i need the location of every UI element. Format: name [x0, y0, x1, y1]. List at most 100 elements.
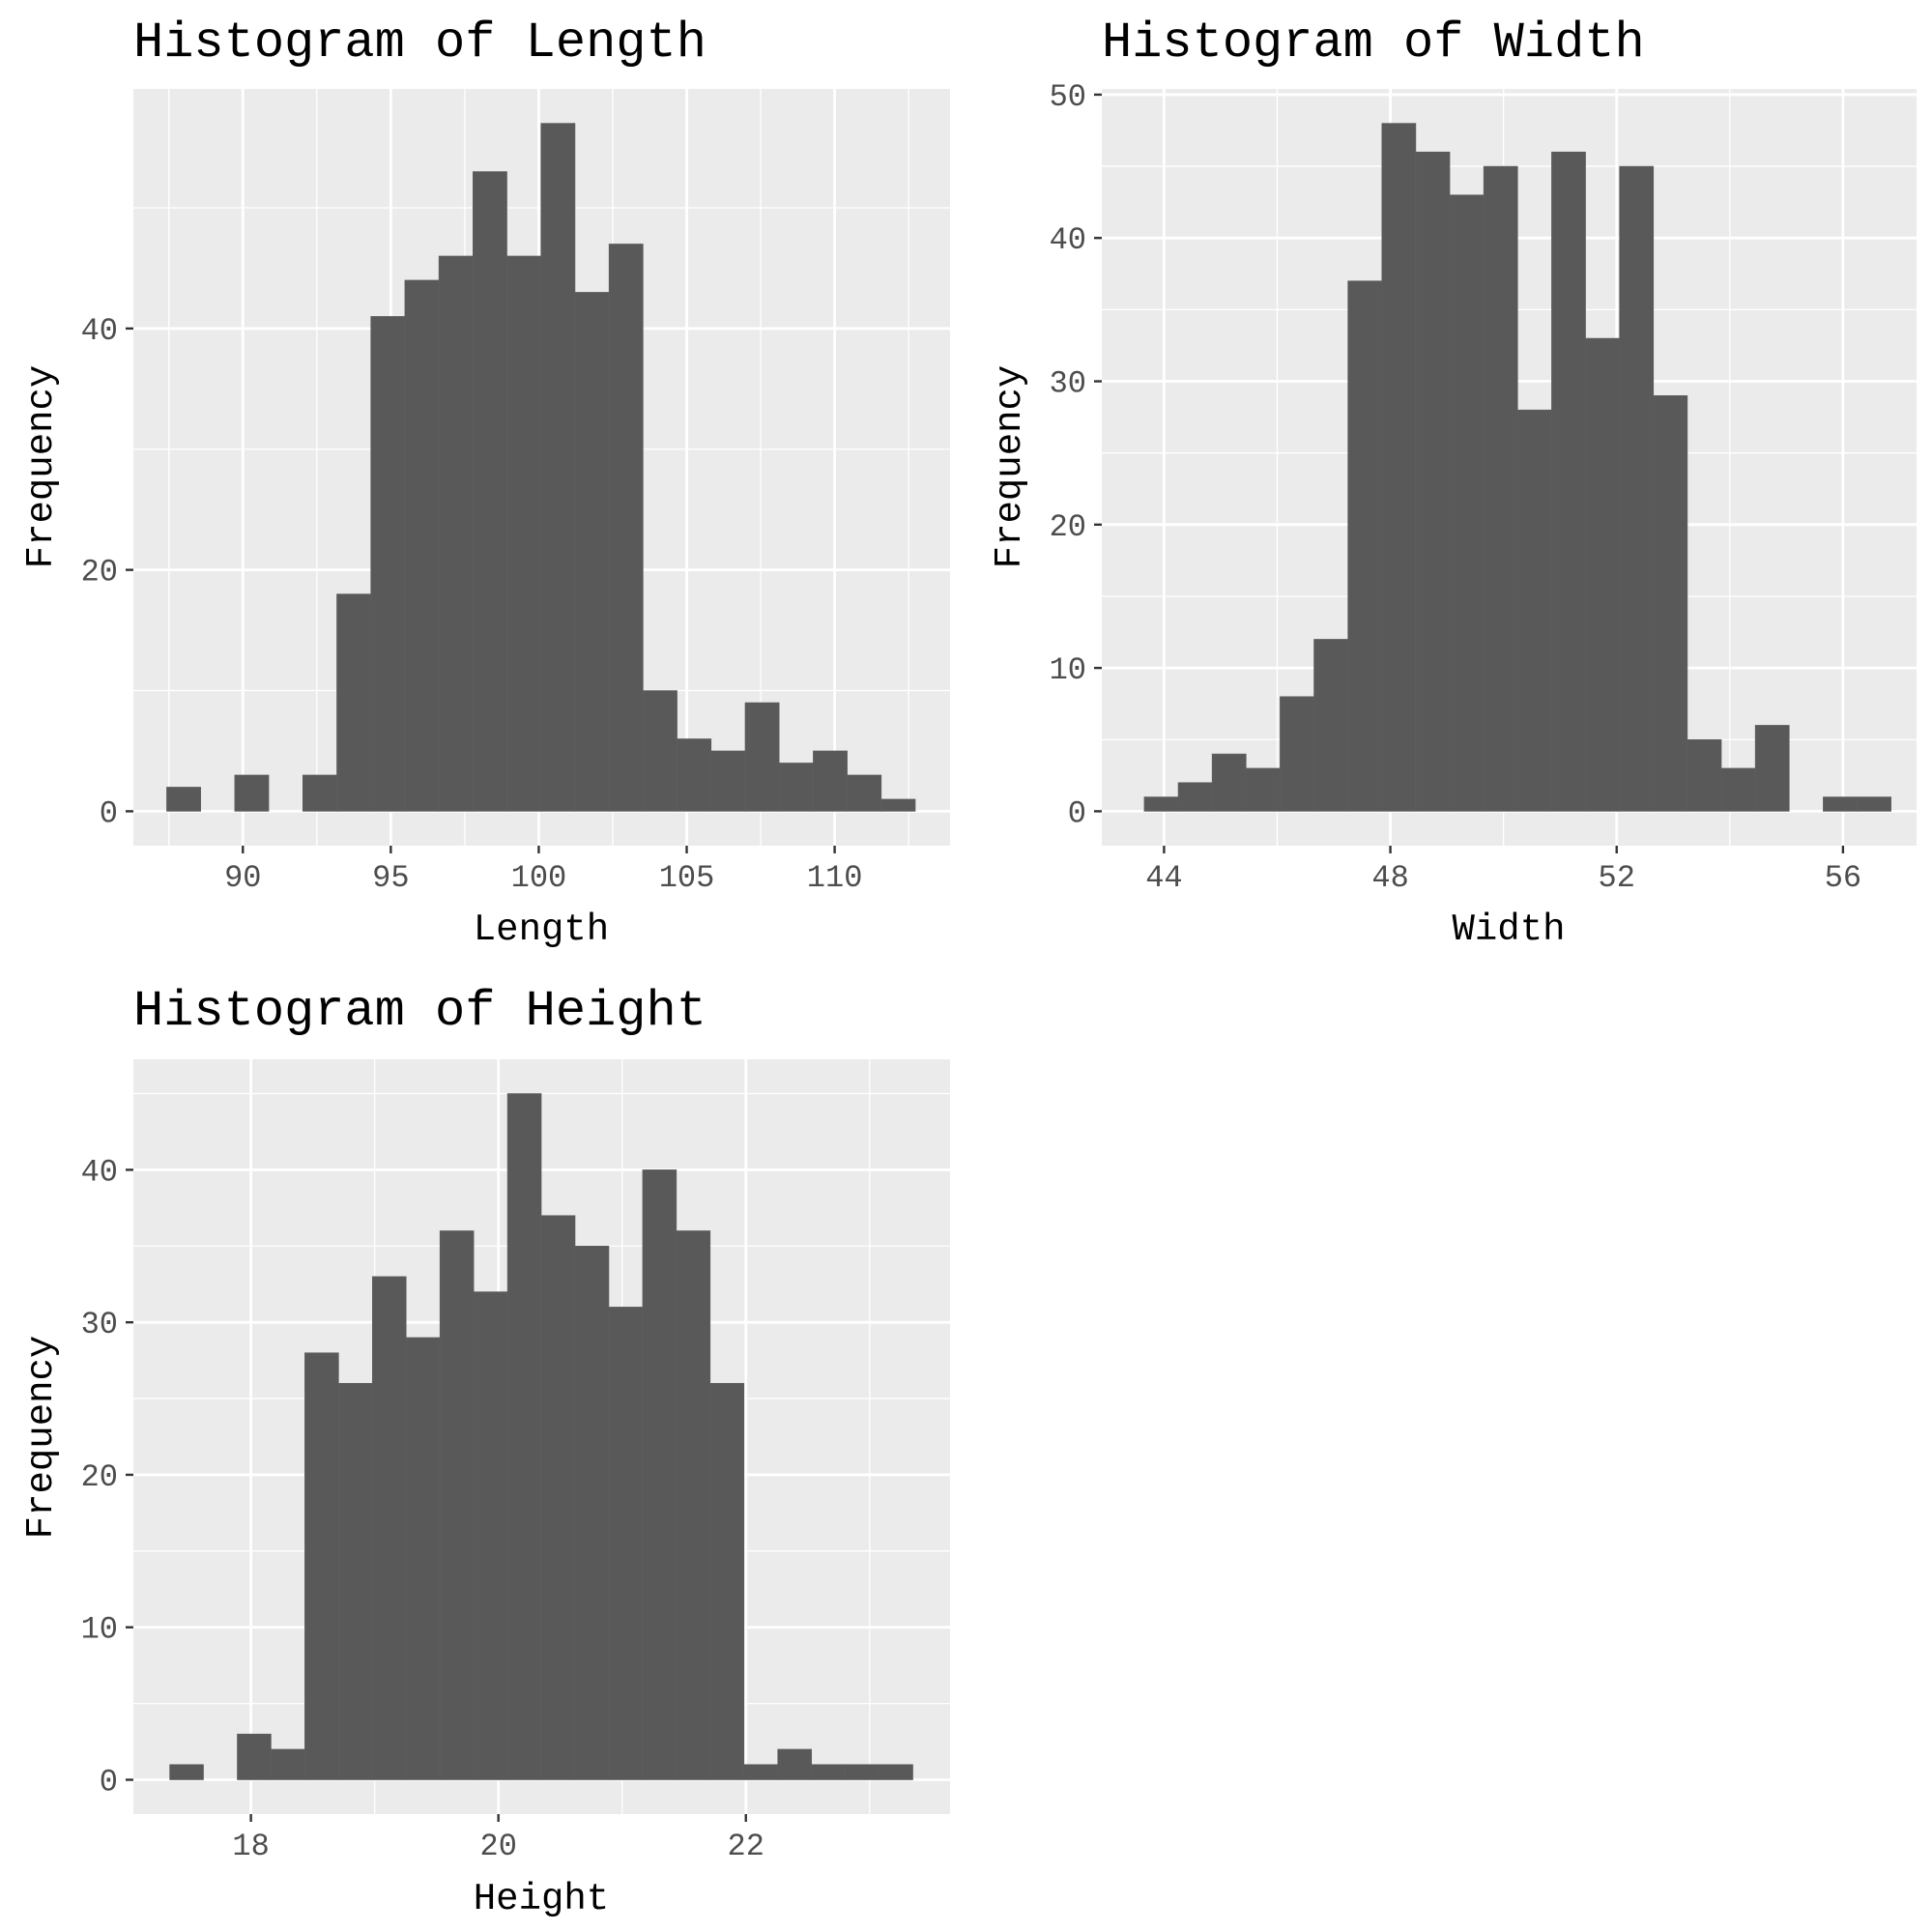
- y-tick-label: 40: [1050, 222, 1086, 258]
- y-tick-label: 30: [1050, 366, 1086, 402]
- chart-title: Histogram of Height: [133, 983, 706, 1040]
- x-tick-label: 18: [232, 1829, 269, 1864]
- x-axis-ticks: 18 20 22: [232, 1814, 764, 1864]
- histogram-bar: [1516, 409, 1552, 812]
- histogram-bar: [880, 798, 916, 812]
- histogram-bar: [1313, 639, 1348, 812]
- histogram-bar: [1381, 123, 1417, 812]
- x-tick-label: 100: [511, 860, 567, 896]
- histogram-bar: [338, 1382, 373, 1780]
- chart-title: Histogram of Length: [133, 14, 706, 72]
- histogram-bar: [643, 690, 678, 812]
- x-axis-ticks: 44 48 52 56: [1145, 846, 1861, 896]
- histogram-bar: [608, 244, 644, 812]
- histogram-bar: [847, 774, 882, 812]
- histogram-bar: [506, 1093, 542, 1780]
- histogram-bar: [336, 593, 371, 812]
- histogram-bar: [777, 1748, 812, 1780]
- histogram-bar: [1857, 796, 1891, 812]
- histogram-bar: [1823, 796, 1858, 812]
- y-tick-label: 30: [81, 1307, 118, 1342]
- histogram-bar: [473, 171, 507, 812]
- x-tick-label: 48: [1371, 860, 1408, 896]
- histogram-bar: [405, 1337, 441, 1780]
- histogram-bar: [1720, 767, 1756, 812]
- histogram-bar: [1483, 165, 1518, 812]
- histogram-bar: [709, 1382, 745, 1780]
- histogram-bar: [1143, 796, 1179, 812]
- histogram-bar: [1177, 782, 1213, 812]
- histogram-bar: [1211, 753, 1247, 812]
- histogram-bar: [744, 702, 780, 812]
- y-axis-title: Frequency: [20, 365, 63, 569]
- x-axis-ticks: 90 95 100 105 110: [224, 846, 862, 896]
- histogram-bar: [778, 763, 814, 812]
- y-tick-label: 40: [81, 1154, 118, 1190]
- histogram-bar: [473, 1291, 508, 1780]
- histogram-bar: [813, 750, 848, 812]
- histogram-bar: [574, 1245, 610, 1780]
- y-tick-label: 0: [100, 1765, 118, 1801]
- histogram-bar: [845, 1764, 879, 1780]
- histogram-height: Histogram of Height 0 10 20 30 40 18 20 22 Hei…: [20, 983, 950, 1920]
- y-tick-label: 10: [81, 1612, 118, 1648]
- y-tick-label: 0: [1068, 795, 1086, 831]
- y-axis-title: Frequency: [20, 1336, 63, 1540]
- y-tick-label: 0: [100, 795, 118, 831]
- histogram-bar: [304, 1352, 339, 1780]
- x-tick-label: 110: [807, 860, 863, 896]
- histogram-bar: [1347, 280, 1383, 812]
- x-tick-label: 56: [1825, 860, 1861, 896]
- histogram-bar: [879, 1764, 913, 1780]
- x-tick-label: 22: [728, 1829, 764, 1864]
- y-axis-ticks: 0 10 20 30 40: [81, 1154, 133, 1801]
- histogram-bar: [642, 1169, 678, 1780]
- histogram-bar: [677, 738, 712, 812]
- histogram-bar: [710, 750, 746, 812]
- histogram-bar: [1653, 395, 1688, 812]
- y-tick-label: 40: [81, 313, 118, 349]
- histogram-bar: [1551, 151, 1586, 812]
- histogram-bar: [439, 1230, 475, 1780]
- y-axis-title: Frequency: [989, 365, 1031, 569]
- histogram-bar: [1585, 337, 1620, 812]
- histogram-bar: [1619, 165, 1655, 812]
- histogram-bar: [370, 316, 406, 812]
- histogram-bar: [574, 292, 610, 812]
- histogram-bar: [371, 1276, 407, 1780]
- histogram-bar: [743, 1764, 779, 1780]
- histogram-bar: [540, 1215, 576, 1780]
- histogram-bar: [169, 1764, 204, 1780]
- histogram-bar: [506, 255, 542, 812]
- histogram-bar: [1245, 767, 1281, 812]
- histogram-bar: [1449, 194, 1485, 812]
- y-tick-label: 20: [81, 555, 118, 591]
- x-tick-label: 95: [372, 860, 409, 896]
- histogram-bar: [676, 1230, 711, 1780]
- x-tick-label: 52: [1599, 860, 1635, 896]
- y-axis-ticks: 0 10 20 30 40 50: [1050, 79, 1102, 831]
- y-tick-label: 10: [1050, 652, 1086, 688]
- x-tick-label: 20: [479, 1829, 516, 1864]
- histogram-bar: [234, 774, 270, 812]
- histogram-bar: [811, 1764, 846, 1780]
- histogram-bar: [1415, 151, 1451, 812]
- histogram-bar: [438, 255, 474, 812]
- y-tick-label: 20: [81, 1459, 118, 1495]
- x-axis-title: Width: [1452, 908, 1565, 951]
- histogram-bar: [271, 1748, 305, 1780]
- y-axis-ticks: 0 20 40: [81, 313, 133, 831]
- y-tick-label: 20: [1050, 509, 1086, 545]
- bars: [1143, 123, 1891, 812]
- histogram-bar: [237, 1733, 272, 1780]
- histogram-bar: [1280, 696, 1314, 812]
- x-tick-label: 105: [659, 860, 715, 896]
- x-axis-title: Height: [474, 1878, 609, 1920]
- chart-title: Histogram of Width: [1102, 14, 1645, 72]
- histogram-bar: [302, 774, 337, 812]
- histogram-bar: [608, 1307, 644, 1780]
- bars: [169, 1093, 913, 1780]
